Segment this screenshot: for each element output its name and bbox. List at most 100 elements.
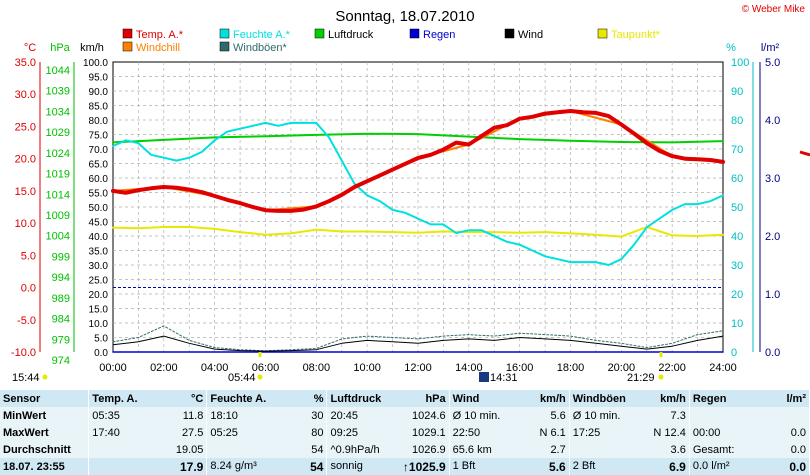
left-time-label: 15:44 bbox=[12, 372, 40, 384]
wind-tick: 0.0 bbox=[94, 348, 108, 359]
header-temp: Temp. A.°C bbox=[89, 390, 207, 407]
hum-tick: 0 bbox=[731, 347, 737, 359]
press-tick: 1014 bbox=[46, 189, 70, 201]
header-rain-label: Regen bbox=[693, 393, 727, 405]
legend-label-1: Feuchte A.* bbox=[233, 29, 291, 41]
cell-hum-value: 30 bbox=[311, 410, 323, 422]
rain-tick: 3.0 bbox=[765, 173, 780, 185]
header-sensor: Sensor bbox=[0, 390, 89, 407]
cell-wind-time: 22:50 bbox=[453, 427, 481, 439]
header-hum-unit: % bbox=[314, 393, 324, 405]
cell-wind-time: 65.6 km bbox=[453, 444, 492, 456]
time-tick: 10:00 bbox=[353, 362, 381, 374]
cell-temp-time: 17:40 bbox=[92, 427, 120, 439]
cell-rain-time: 00:00 bbox=[693, 427, 721, 439]
chart-title: Sonntag, 18.07.2010 bbox=[335, 8, 474, 25]
cell-gust-time: 17:25 bbox=[573, 427, 601, 439]
header-wind-label: Wind bbox=[453, 393, 480, 405]
wind-tick: 90.0 bbox=[89, 87, 109, 98]
wind-tick: 100.0 bbox=[83, 58, 108, 69]
row-label: Durchschnitt bbox=[0, 441, 89, 458]
wind-tick: 35.0 bbox=[89, 247, 109, 258]
cell-hum: 54 bbox=[207, 441, 327, 458]
time-tick: 04:00 bbox=[201, 362, 229, 374]
press-tick: 1044 bbox=[46, 65, 70, 77]
legend-swatch-2 bbox=[315, 29, 324, 38]
press-tick: 984 bbox=[52, 314, 70, 326]
cell-temp-value: 19.05 bbox=[176, 444, 204, 456]
legend-swatch-3 bbox=[410, 29, 419, 38]
cell-gust: Ø 10 min.7.3 bbox=[569, 407, 689, 424]
wind-tick: 80.0 bbox=[89, 116, 109, 127]
time-tick: 12:00 bbox=[404, 362, 432, 374]
row-label: MinWert bbox=[0, 407, 89, 424]
wind-tick: 85.0 bbox=[89, 102, 109, 113]
cell-temp: 17.9 bbox=[89, 458, 207, 475]
wind-tick: 10.0 bbox=[89, 319, 109, 330]
cell-wind-time: Ø 10 min. bbox=[453, 410, 501, 422]
cell-gust: 17:25 N 12.4 bbox=[569, 424, 689, 441]
rain-tick: 0.0 bbox=[765, 347, 780, 359]
rain-tick: 2.0 bbox=[765, 231, 780, 243]
header-hum-label: Feuchte A. bbox=[210, 393, 266, 405]
cell-gust-time: Ø 10 min. bbox=[573, 410, 621, 422]
noon-icon bbox=[479, 372, 489, 382]
time-tick: 22:00 bbox=[658, 362, 686, 374]
cell-rain-value: 0.0 bbox=[791, 427, 806, 439]
wind-tick: 75.0 bbox=[89, 131, 109, 142]
credit-label: © Weber Mike bbox=[742, 4, 806, 15]
cell-gust: 3.6 bbox=[569, 441, 689, 458]
wind-tick: 50.0 bbox=[89, 203, 109, 214]
cell-hum-value: 54 bbox=[310, 460, 323, 474]
hum-axis-unit: % bbox=[726, 42, 736, 54]
cell-press-time: 20:45 bbox=[330, 410, 358, 422]
cell-press-time: sonnig bbox=[330, 460, 362, 472]
cell-hum: 18:10 30 bbox=[207, 407, 327, 424]
wind-tick: 5.0 bbox=[94, 334, 108, 345]
wind-tick: 95.0 bbox=[89, 73, 109, 84]
legend-swatch-1 bbox=[220, 29, 229, 38]
temp-tick: 0.0 bbox=[21, 283, 36, 295]
legend-swatch-5 bbox=[598, 29, 607, 38]
cell-temp-value: 11.8 bbox=[183, 410, 204, 422]
press-tick: 974 bbox=[52, 355, 70, 367]
sunset-icon bbox=[659, 375, 664, 380]
temp-tick: 20.0 bbox=[15, 154, 36, 166]
time-tick: 08:00 bbox=[303, 362, 331, 374]
hum-tick: 40 bbox=[731, 231, 743, 243]
temp-tick: 35.0 bbox=[15, 57, 36, 69]
cell-press-value: 1026.9 bbox=[412, 444, 446, 456]
temp-tick: -5.0 bbox=[17, 315, 36, 327]
header-gust-unit: km/h bbox=[660, 393, 686, 405]
row-label: 18.07. 23:55 bbox=[0, 458, 89, 475]
cell-press-value: ↑1025.9 bbox=[403, 460, 446, 474]
cell-hum-time: 18:10 bbox=[210, 410, 238, 422]
time-tick: 24:00 bbox=[709, 362, 737, 374]
legend-label-5: Taupunkt* bbox=[611, 29, 661, 41]
hum-tick: 30 bbox=[731, 260, 743, 272]
cell-hum-time: 05:25 bbox=[210, 427, 238, 439]
wind-axis-unit: km/h bbox=[80, 42, 104, 54]
cell-gust-value: N 12.4 bbox=[653, 427, 685, 439]
press-tick: 979 bbox=[52, 334, 70, 346]
cell-rain-time: 0.0 l/m² bbox=[693, 460, 730, 472]
hum-tick: 50 bbox=[731, 202, 743, 214]
